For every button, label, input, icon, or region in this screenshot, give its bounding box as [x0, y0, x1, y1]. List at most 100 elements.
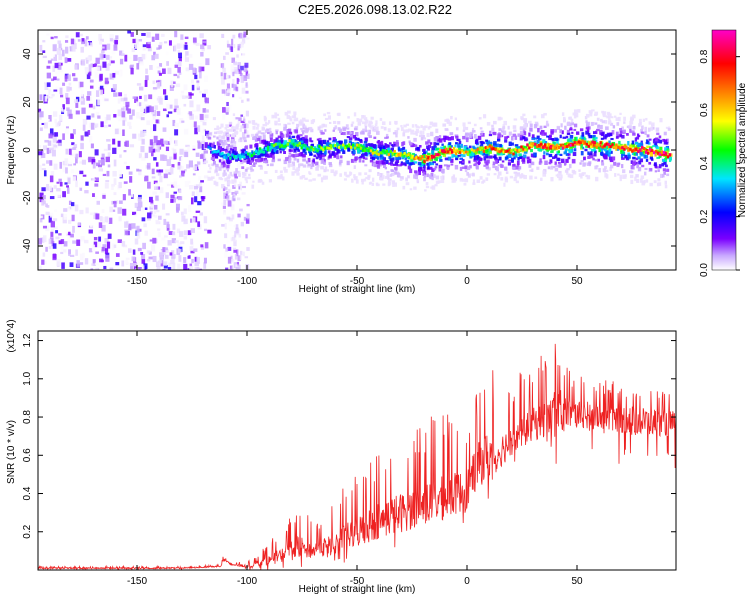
heatmap-cell	[496, 138, 501, 142]
heatmap-cell	[645, 154, 649, 159]
heatmap-cell	[410, 131, 414, 135]
heatmap-cell	[148, 256, 153, 260]
heatmap-cell	[64, 182, 68, 185]
heatmap-cell	[123, 161, 127, 165]
heatmap-peak-cell	[385, 149, 388, 153]
heatmap-cell	[79, 161, 84, 164]
heatmap-cell	[599, 124, 603, 130]
heatmap-cell	[621, 151, 626, 157]
heatmap-cell	[385, 144, 389, 149]
heatmap-cell	[227, 174, 231, 179]
heatmap-cell	[67, 58, 72, 62]
heatmap-cell	[318, 150, 323, 155]
heatmap-cell	[635, 174, 639, 178]
heatmap-cell	[95, 66, 100, 71]
heatmap-cell	[287, 142, 292, 146]
heatmap-cell	[117, 98, 121, 104]
heatmap-cell	[337, 150, 341, 154]
heatmap-cell	[194, 261, 199, 267]
heatmap-cell	[50, 36, 54, 40]
heatmap-cell	[250, 133, 255, 137]
heatmap-cell	[140, 117, 145, 121]
heatmap-cell	[459, 161, 463, 164]
heatmap-cell	[475, 165, 479, 170]
heatmap-cell	[221, 224, 225, 227]
heatmap-cell	[136, 83, 142, 86]
heatmap-cell	[144, 152, 149, 159]
heatmap-cell	[138, 170, 142, 176]
heatmap-cell	[230, 46, 234, 53]
heatmap-cell	[79, 182, 83, 188]
heatmap-cell	[410, 144, 414, 148]
heatmap-cell	[547, 166, 550, 170]
heatmap-cell	[180, 41, 183, 48]
heatmap-cell	[296, 172, 300, 176]
heatmap-cell	[542, 172, 547, 177]
heatmap-cell	[619, 134, 622, 138]
heatmap-cell	[204, 114, 209, 119]
heatmap-cell	[212, 160, 216, 165]
heatmap-cell	[285, 133, 290, 138]
heatmap-peak-cell	[454, 152, 458, 156]
heatmap-cell	[87, 130, 91, 136]
heatmap-cell	[414, 153, 417, 158]
heatmap-cell	[226, 164, 230, 169]
heatmap-cell	[72, 225, 75, 233]
heatmap-cell	[630, 120, 634, 125]
heatmap-cell	[621, 126, 624, 131]
heatmap-cell	[136, 225, 140, 233]
heatmap-cell	[485, 177, 489, 182]
heatmap-cell	[39, 196, 44, 203]
heatmap-cell	[189, 263, 193, 267]
heatmap-cell	[432, 153, 436, 157]
heatmap-cell	[88, 71, 92, 76]
heatmap-cell	[222, 107, 226, 113]
heatmap-cell	[174, 30, 178, 38]
heatmap-cell	[345, 175, 349, 178]
heatmap-cell	[143, 130, 147, 136]
heatmap-cell	[579, 128, 584, 132]
heatmap-cell	[164, 247, 168, 251]
heatmap-cell	[580, 143, 583, 148]
heatmap-cell	[190, 238, 194, 245]
heatmap-peak-cell	[658, 152, 662, 156]
heatmap-cell	[66, 185, 69, 188]
heatmap-cell	[358, 172, 362, 176]
heatmap-cell	[581, 132, 585, 137]
heatmap-cell	[91, 244, 96, 252]
heatmap-cell	[584, 115, 588, 120]
heatmap-cell	[514, 135, 518, 140]
heatmap-cell	[521, 118, 524, 121]
heatmap-cell	[514, 173, 518, 178]
heatmap-cell	[594, 111, 599, 115]
heatmap-cell	[571, 131, 574, 134]
heatmap-cell	[230, 237, 235, 242]
heatmap-cell	[194, 185, 198, 190]
heatmap-cell	[221, 142, 225, 146]
heatmap-cell	[42, 50, 46, 53]
heatmap-cell	[561, 158, 565, 164]
heatmap-cell	[140, 130, 145, 138]
heatmap-cell	[461, 166, 466, 170]
heatmap-cell	[225, 190, 229, 194]
heatmap-cell	[350, 158, 355, 163]
heatmap-cell	[603, 111, 607, 115]
heatmap-cell	[513, 129, 517, 133]
heatmap-peak-cell	[601, 145, 604, 149]
heatmap-cell	[196, 104, 201, 112]
heatmap-peak-cell	[363, 149, 367, 153]
heatmap-cell	[86, 95, 90, 101]
heatmap-cell	[42, 252, 46, 257]
heatmap-cell	[485, 161, 489, 166]
heatmap-cell	[180, 157, 186, 162]
heatmap-cell	[252, 121, 255, 126]
heatmap-cell	[222, 186, 226, 192]
heatmap-cell	[454, 144, 457, 148]
heatmap-cell	[564, 125, 567, 130]
heatmap-cell	[554, 161, 557, 166]
heatmap-cell	[146, 120, 151, 126]
heatmap-cell	[645, 139, 649, 143]
heatmap-cell	[568, 116, 571, 120]
heatmap-cell	[639, 158, 644, 163]
heatmap-cell	[240, 149, 244, 152]
